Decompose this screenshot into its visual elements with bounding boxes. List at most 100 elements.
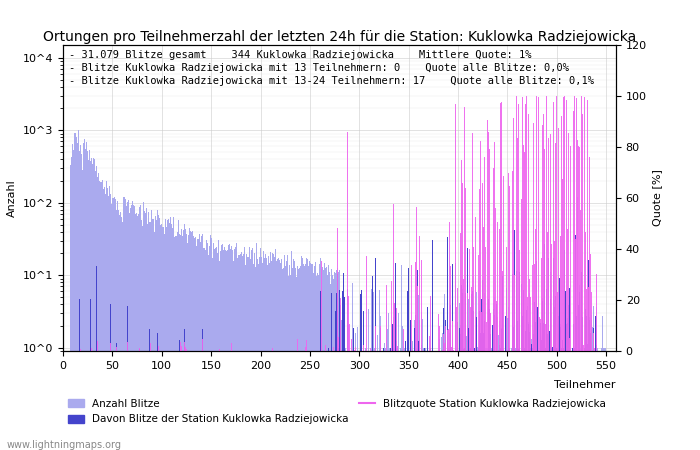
- Bar: [416, 348, 417, 450]
- Bar: [158, 215, 160, 450]
- Bar: [339, 270, 340, 450]
- Bar: [470, 348, 471, 450]
- Bar: [154, 232, 155, 450]
- Bar: [592, 327, 593, 450]
- Bar: [579, 292, 580, 450]
- Bar: [410, 320, 411, 450]
- Bar: [540, 323, 541, 450]
- Bar: [482, 279, 483, 450]
- Bar: [542, 298, 543, 450]
- Bar: [505, 315, 506, 450]
- Bar: [499, 345, 500, 450]
- Bar: [452, 264, 453, 450]
- Title: Ortungen pro Teilnehmerzahl der letzten 24h für die Station: Kuklowka Radziejowi: Ortungen pro Teilnehmerzahl der letzten …: [43, 30, 636, 44]
- Bar: [459, 303, 461, 450]
- Bar: [309, 261, 310, 450]
- Bar: [396, 342, 398, 450]
- Bar: [424, 348, 425, 450]
- Bar: [138, 214, 139, 450]
- Bar: [263, 252, 264, 450]
- Bar: [584, 348, 585, 450]
- Bar: [118, 210, 119, 450]
- Bar: [187, 243, 188, 450]
- Bar: [560, 327, 561, 450]
- Bar: [601, 348, 602, 450]
- Bar: [251, 251, 252, 450]
- Bar: [199, 243, 201, 450]
- Bar: [511, 348, 512, 450]
- Bar: [243, 253, 244, 450]
- Bar: [353, 328, 354, 450]
- Bar: [348, 325, 349, 450]
- Bar: [167, 220, 168, 450]
- Bar: [260, 248, 261, 450]
- Bar: [106, 181, 107, 450]
- Bar: [575, 235, 576, 450]
- Bar: [218, 261, 220, 450]
- Bar: [230, 356, 232, 450]
- Bar: [374, 258, 375, 450]
- Bar: [100, 182, 101, 450]
- Bar: [341, 320, 342, 450]
- Bar: [278, 258, 279, 450]
- Bar: [412, 341, 413, 450]
- Bar: [141, 215, 143, 450]
- Bar: [348, 373, 349, 450]
- Bar: [473, 310, 475, 450]
- Bar: [117, 201, 118, 450]
- Bar: [491, 348, 492, 450]
- Bar: [476, 317, 477, 450]
- Bar: [258, 264, 259, 450]
- Bar: [305, 264, 307, 450]
- Bar: [565, 291, 566, 450]
- Bar: [176, 237, 177, 450]
- Bar: [90, 162, 91, 450]
- Bar: [573, 324, 574, 450]
- Bar: [500, 348, 501, 450]
- Bar: [131, 205, 132, 450]
- Bar: [327, 275, 328, 450]
- Bar: [596, 348, 598, 450]
- Bar: [305, 363, 307, 450]
- Bar: [252, 248, 253, 450]
- Bar: [191, 232, 192, 450]
- Bar: [589, 320, 590, 450]
- Bar: [342, 292, 343, 450]
- Bar: [90, 299, 91, 450]
- Bar: [365, 348, 367, 450]
- Bar: [533, 302, 535, 450]
- Bar: [323, 270, 324, 450]
- Bar: [262, 263, 263, 450]
- Bar: [449, 305, 451, 450]
- Bar: [214, 249, 215, 450]
- Bar: [101, 182, 102, 450]
- Bar: [250, 259, 251, 450]
- Bar: [183, 230, 184, 450]
- Bar: [284, 255, 285, 450]
- Bar: [483, 333, 484, 450]
- Bar: [247, 257, 248, 450]
- Bar: [523, 290, 524, 450]
- Bar: [168, 219, 169, 450]
- Bar: [471, 294, 472, 450]
- Bar: [421, 345, 422, 450]
- Bar: [116, 210, 117, 450]
- Bar: [99, 180, 100, 450]
- Bar: [395, 262, 396, 450]
- Bar: [584, 348, 585, 450]
- Bar: [417, 348, 418, 450]
- Bar: [85, 149, 86, 450]
- Bar: [425, 348, 426, 450]
- Bar: [572, 348, 573, 450]
- Bar: [422, 319, 423, 450]
- Bar: [447, 424, 449, 450]
- Bar: [574, 348, 575, 450]
- Bar: [417, 270, 418, 450]
- Bar: [164, 234, 165, 450]
- Bar: [381, 328, 382, 450]
- Bar: [329, 272, 330, 450]
- Bar: [587, 344, 588, 450]
- Bar: [314, 266, 315, 450]
- Bar: [220, 244, 221, 450]
- Bar: [208, 255, 209, 450]
